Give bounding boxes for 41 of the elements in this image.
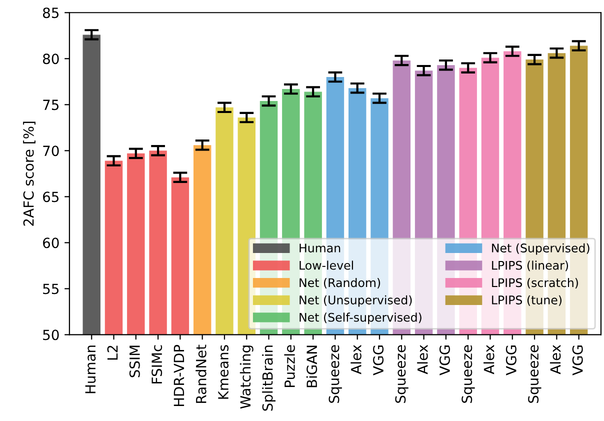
x-tick-label: Squeeze — [528, 345, 542, 403]
x-tick-label: HDR-VDP — [174, 344, 184, 406]
x-tick-label: Alex — [417, 344, 428, 374]
x-tick-label: Squeeze — [328, 345, 342, 403]
y-tick-label: 70 — [43, 146, 59, 156]
x-tick-label: RandNet — [196, 344, 206, 403]
x-tick-label: SplitBrain — [262, 346, 276, 411]
x-tick-label: Puzzle — [284, 345, 295, 387]
x-tick-label: VGG — [373, 346, 384, 376]
legend-label: Net (Random) — [300, 278, 380, 289]
x-tick-label: L2 — [107, 346, 118, 360]
y-tick-label: 65 — [43, 192, 59, 202]
legend-label: LPIPS (tune) — [492, 295, 562, 306]
x-tick-label: Watching — [240, 346, 254, 409]
legend-label: Human — [300, 244, 340, 252]
x-tick-label: FSIMc — [152, 345, 162, 384]
legend-label: Net (Self-supervised) — [300, 312, 422, 324]
x-tick-label: Kmeans — [218, 345, 229, 399]
legend-label: Net (Unsupervised) — [300, 295, 412, 307]
legend-label: LPIPS (scratch) — [492, 278, 578, 289]
y-tick-label: 75 — [43, 100, 59, 110]
x-tick-label: VGG — [506, 346, 516, 376]
x-tick-label: Human — [85, 346, 96, 394]
x-tick-label: Squeeze — [395, 345, 408, 403]
x-tick-label: VGG — [439, 346, 450, 376]
y-tick-label: 55 — [43, 284, 59, 294]
x-tick-label: SSIM — [129, 346, 140, 378]
y-tick-label: 85 — [43, 8, 59, 18]
x-tick-label: Alex — [484, 344, 494, 374]
legend-label: LPIPS (linear) — [492, 260, 568, 272]
x-tick-label: VGG — [572, 346, 583, 376]
x-tick-label: BiGAN — [306, 346, 318, 388]
x-tick-label: Alex — [550, 344, 561, 374]
x-tick-label: Alex — [350, 344, 362, 374]
y-tick-label: 80 — [43, 54, 59, 64]
y-tick-label: 50 — [43, 330, 59, 340]
x-tick-label: Squeeze — [462, 345, 475, 403]
y-axis-title: 2AFC score [%] — [23, 122, 36, 226]
y-tick-label: 60 — [43, 238, 59, 248]
legend-label: Net (Supervised) — [492, 243, 590, 255]
legend-label: Low-level — [300, 260, 353, 270]
